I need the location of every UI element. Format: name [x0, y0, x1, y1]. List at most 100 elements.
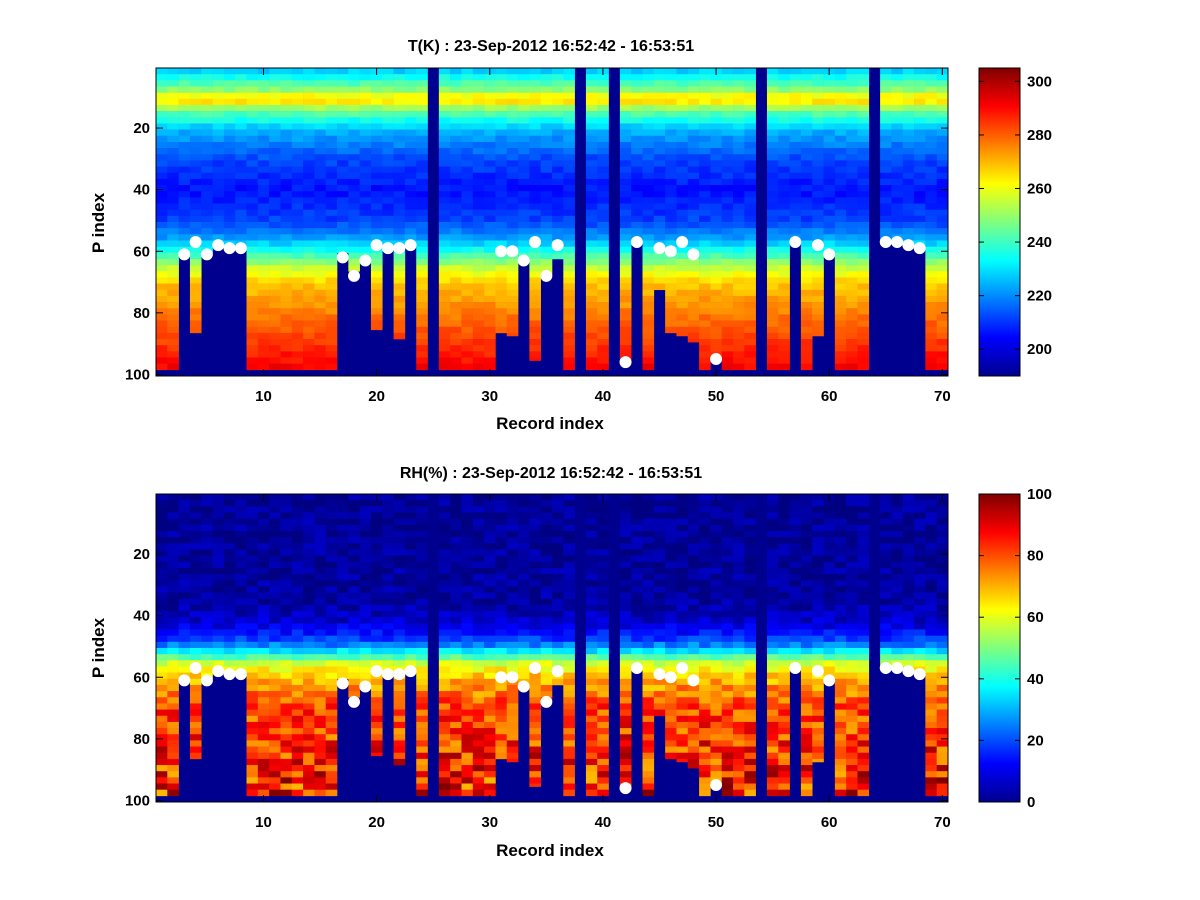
- heatmap-cell: [936, 363, 949, 371]
- heatmap-cell: [619, 561, 632, 569]
- heatmap-cell: [880, 123, 892, 130]
- heatmap-cell: [472, 598, 485, 606]
- heatmap-cell: [416, 586, 428, 593]
- heatmap-cell: [699, 283, 711, 291]
- heatmap-cell: [450, 617, 462, 624]
- heatmap-cell: [156, 752, 168, 760]
- heatmap-cell: [585, 357, 598, 364]
- heatmap-cell: [766, 543, 779, 550]
- heatmap-cell: [642, 543, 655, 550]
- heatmap-cell: [721, 721, 734, 729]
- heatmap-cell: [212, 494, 225, 501]
- heatmap-cell: [382, 604, 394, 612]
- heatmap-cell: [721, 691, 734, 698]
- heatmap-cell: [540, 586, 553, 593]
- heatmap-cell: [348, 258, 360, 266]
- heatmap-cell: [676, 641, 689, 649]
- heatmap-cell: [291, 357, 304, 364]
- heatmap-cell: [370, 728, 383, 735]
- heatmap-cell: [461, 765, 474, 772]
- heatmap-cell: [914, 141, 926, 149]
- heatmap-cell: [699, 629, 711, 636]
- heatmap-cell: [404, 518, 417, 526]
- heatmap-cell: [370, 518, 383, 526]
- heatmap-cell: [257, 215, 270, 223]
- heatmap-cell: [846, 357, 858, 364]
- heatmap-cell: [359, 654, 372, 661]
- heatmap-cell: [280, 191, 293, 198]
- heatmap-cell: [699, 308, 711, 315]
- heatmap-cell: [710, 512, 723, 519]
- heatmap-cell: [789, 98, 802, 106]
- heatmap-cell: [280, 721, 293, 729]
- heatmap-cell: [857, 222, 870, 229]
- heatmap-cell: [665, 555, 677, 563]
- heatmap-cell: [778, 326, 790, 334]
- heatmap-cell: [800, 246, 813, 254]
- heatmap-cell: [846, 302, 858, 309]
- heatmap-cell: [416, 295, 428, 303]
- heatmap-cell: [619, 160, 632, 167]
- heatmap-cell: [846, 178, 858, 186]
- heatmap-cell: [585, 604, 598, 612]
- heatmap-cell: [393, 586, 406, 593]
- heatmap-cell: [189, 129, 202, 137]
- heatmap-cell: [416, 567, 428, 575]
- heatmap-cell: [552, 678, 564, 686]
- heatmap-cell: [699, 92, 711, 100]
- heatmap-cell: [540, 222, 553, 229]
- heatmap-cell: [766, 98, 779, 106]
- heatmap-cell: [495, 635, 508, 643]
- heatmap-cell: [834, 308, 847, 315]
- heatmap-cell: [665, 104, 677, 112]
- heatmap-cell: [450, 191, 462, 198]
- heatmap-cell: [370, 734, 383, 741]
- heatmap-cell: [665, 308, 677, 315]
- heatmap-cell: [223, 178, 236, 186]
- heatmap-cell: [540, 666, 553, 673]
- heatmap-cell: [619, 721, 632, 729]
- heatmap-cell: [766, 308, 779, 315]
- heatmap-cell: [484, 240, 496, 247]
- heatmap-cell: [506, 234, 519, 241]
- heatmap-cell: [348, 672, 360, 680]
- heatmap-cell: [665, 666, 677, 673]
- heatmap-cell: [665, 123, 677, 130]
- heatmap-cell: [710, 660, 723, 667]
- heatmap-cell: [676, 494, 689, 501]
- heatmap-cell: [619, 332, 632, 340]
- heatmap-cell: [325, 252, 338, 260]
- heatmap-cell: [416, 721, 428, 729]
- heatmap-cell: [676, 191, 689, 198]
- heatmap-cell: [156, 721, 168, 729]
- heatmap-cell: [540, 691, 553, 698]
- heatmap-cell: [540, 265, 553, 272]
- heatmap-cell: [212, 524, 225, 532]
- heatmap-cell: [156, 185, 168, 192]
- heatmap-cell: [303, 789, 315, 797]
- profile-marker: [789, 236, 802, 249]
- heatmap-cell: [303, 703, 315, 710]
- heatmap-cell: [359, 234, 372, 241]
- heatmap-cell: [529, 623, 541, 630]
- heatmap-cell: [766, 178, 779, 186]
- heatmap-cell: [710, 721, 723, 729]
- heatmap-cell: [280, 246, 293, 254]
- heatmap-cell: [891, 154, 904, 161]
- heatmap-cell: [246, 172, 259, 180]
- heatmap-cell: [619, 289, 632, 297]
- heatmap-cell: [800, 228, 813, 235]
- heatmap-cell: [472, 172, 485, 180]
- heatmap-cell: [733, 660, 745, 667]
- heatmap-cell: [936, 141, 949, 149]
- heatmap-cell: [518, 494, 530, 501]
- heatmap-cell: [699, 246, 711, 254]
- heatmap-cell: [766, 68, 779, 75]
- heatmap-cell: [156, 574, 168, 581]
- heatmap-cell: [800, 283, 813, 291]
- heatmap-cell: [325, 746, 338, 754]
- heatmap-cell: [416, 308, 428, 315]
- heatmap-cell: [495, 240, 508, 247]
- heatmap-cell: [665, 611, 677, 618]
- heatmap-cell: [857, 160, 870, 167]
